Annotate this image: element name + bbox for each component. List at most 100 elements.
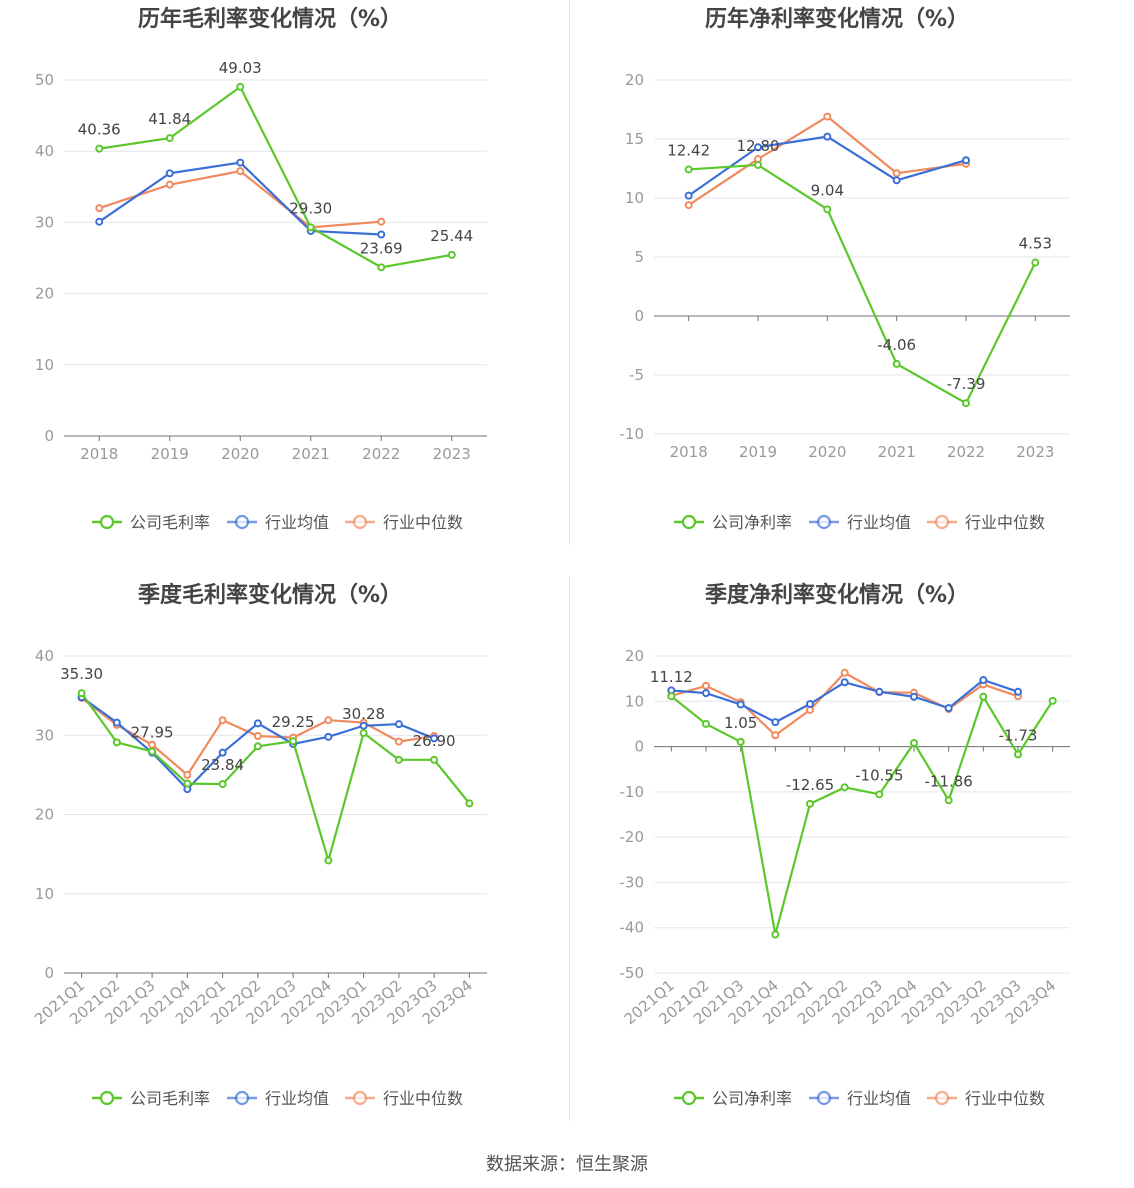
x-tick-label: 2023 [433,445,471,463]
data-label: 29.25 [272,713,315,731]
y-tick-label: 15 [625,130,644,148]
data-point-avg [840,678,849,687]
data-point-avg [95,217,104,226]
y-tick-label: 10 [625,692,644,710]
legend-marker [352,1090,368,1106]
data-point-company [823,205,832,214]
data-point-avg [979,676,988,685]
data-point-median [377,217,386,226]
data-point-company [218,780,227,789]
y-tick-label: -10 [620,425,645,443]
data-point-company [148,747,157,756]
data-point-company [1048,696,1057,705]
data-label: 12.42 [667,141,710,159]
data-point-company [771,930,780,939]
legend-label: 行业中位数 [383,513,463,532]
data-point-company [447,250,456,259]
data-point-median [823,112,832,121]
chart-quarterly-gross-margin: 季度毛利率变化情况（%） 0 10 20 30 40 2021Q1 2021Q2 2021Q3 2… [0,576,567,1152]
data-point-median [253,732,262,741]
data-point-avg [377,230,386,239]
series-line-median [98,170,382,229]
data-point-avg [112,718,121,727]
data-label: 11.12 [650,668,693,686]
data-point-company [892,359,901,368]
data-label: 49.03 [219,59,262,77]
y-tick-label: 10 [35,885,54,903]
data-point-median [892,169,901,178]
legend-marker [352,514,368,530]
data-point-median [148,740,157,749]
data-label: -11.86 [924,772,972,790]
data-point-median [95,204,104,213]
data-point-company [430,755,439,764]
legend-marker [234,514,250,530]
legend-marker [681,514,697,530]
data-point-avg [253,719,262,728]
chart-svg-0: 历年毛利率变化情况（%） 0 10 20 30 40 50 2018 2019 2020 2021 2… [35,6,487,532]
y-tick-label: -20 [620,828,645,846]
data-label: 4.53 [1019,235,1052,253]
x-tick-label: 2021 [878,443,916,461]
data-point-company [944,796,953,805]
data-point-median [324,716,333,725]
data-point-company [910,738,918,747]
x-tick-label: 2020 [221,445,259,463]
data-point-company [736,737,745,746]
chart-title: 季度净利率变化情况（%） [705,582,969,608]
data-point-avg [823,132,832,141]
legend-label: 公司毛利率 [130,1089,210,1108]
data-point-median [183,770,192,779]
data-label: 23.84 [201,756,244,774]
y-tick-label: 20 [35,285,54,303]
data-label: -4.06 [877,336,916,354]
data-point-avg [771,718,780,727]
data-point-median [702,681,710,690]
data-label: 30.28 [342,705,385,723]
y-tick-label: 10 [35,356,54,374]
legend-label: 公司净利率 [712,513,792,532]
data-point-company [394,755,403,764]
data-point-company [465,799,474,808]
chart-annual-gross-margin: 历年毛利率变化情况（%） 0 10 20 30 40 50 2018 2019 2020 2021 2… [0,0,567,576]
data-point-median [840,668,849,677]
legend-label: 行业均值 [847,1089,911,1108]
chart-annual-net-margin: 历年净利率变化情况（%） -10 -5 0 5 10 15 20 2018 2019 2020 202… [567,0,1134,576]
x-tick-label: 2019 [151,445,189,463]
data-label: 41.84 [148,110,191,128]
data-point-company [324,856,333,865]
data-point-company [236,82,245,91]
chart-title: 历年净利率变化情况（%） [705,6,969,32]
y-tick-label: -30 [620,873,645,891]
legend-marker [934,514,950,530]
data-point-company [684,165,693,174]
x-tick-label: 2020 [808,443,846,461]
y-tick-label: -50 [620,964,645,982]
data-point-median [394,737,403,746]
data-label: 12.80 [737,137,780,155]
legend-marker [934,1090,950,1106]
data-point-avg [324,732,333,741]
legend-label: 行业中位数 [965,1089,1045,1108]
y-tick-label: 40 [35,647,54,665]
y-tick-label: 0 [634,307,644,325]
data-point-avg [892,176,901,185]
data-point-avg [236,158,245,167]
legend-label: 行业均值 [265,1089,329,1108]
data-source-footer: 数据来源：恒生聚源 [486,1154,648,1175]
panel-divider-top [569,0,570,545]
data-label: 23.69 [360,239,403,257]
data-label: 40.36 [78,121,121,139]
data-point-median [684,201,693,210]
y-tick-label: 0 [44,427,54,445]
data-point-median [236,167,245,176]
data-point-avg [684,191,693,200]
legend-label: 行业中位数 [965,513,1045,532]
data-point-company [306,223,315,232]
y-tick-label: -10 [620,783,645,801]
data-point-company [95,144,104,153]
x-tick-label: 2023 [1016,443,1054,461]
x-tick-label: 2022 [947,443,985,461]
chart-title: 历年毛利率变化情况（%） [138,6,402,32]
data-point-avg [165,169,174,178]
